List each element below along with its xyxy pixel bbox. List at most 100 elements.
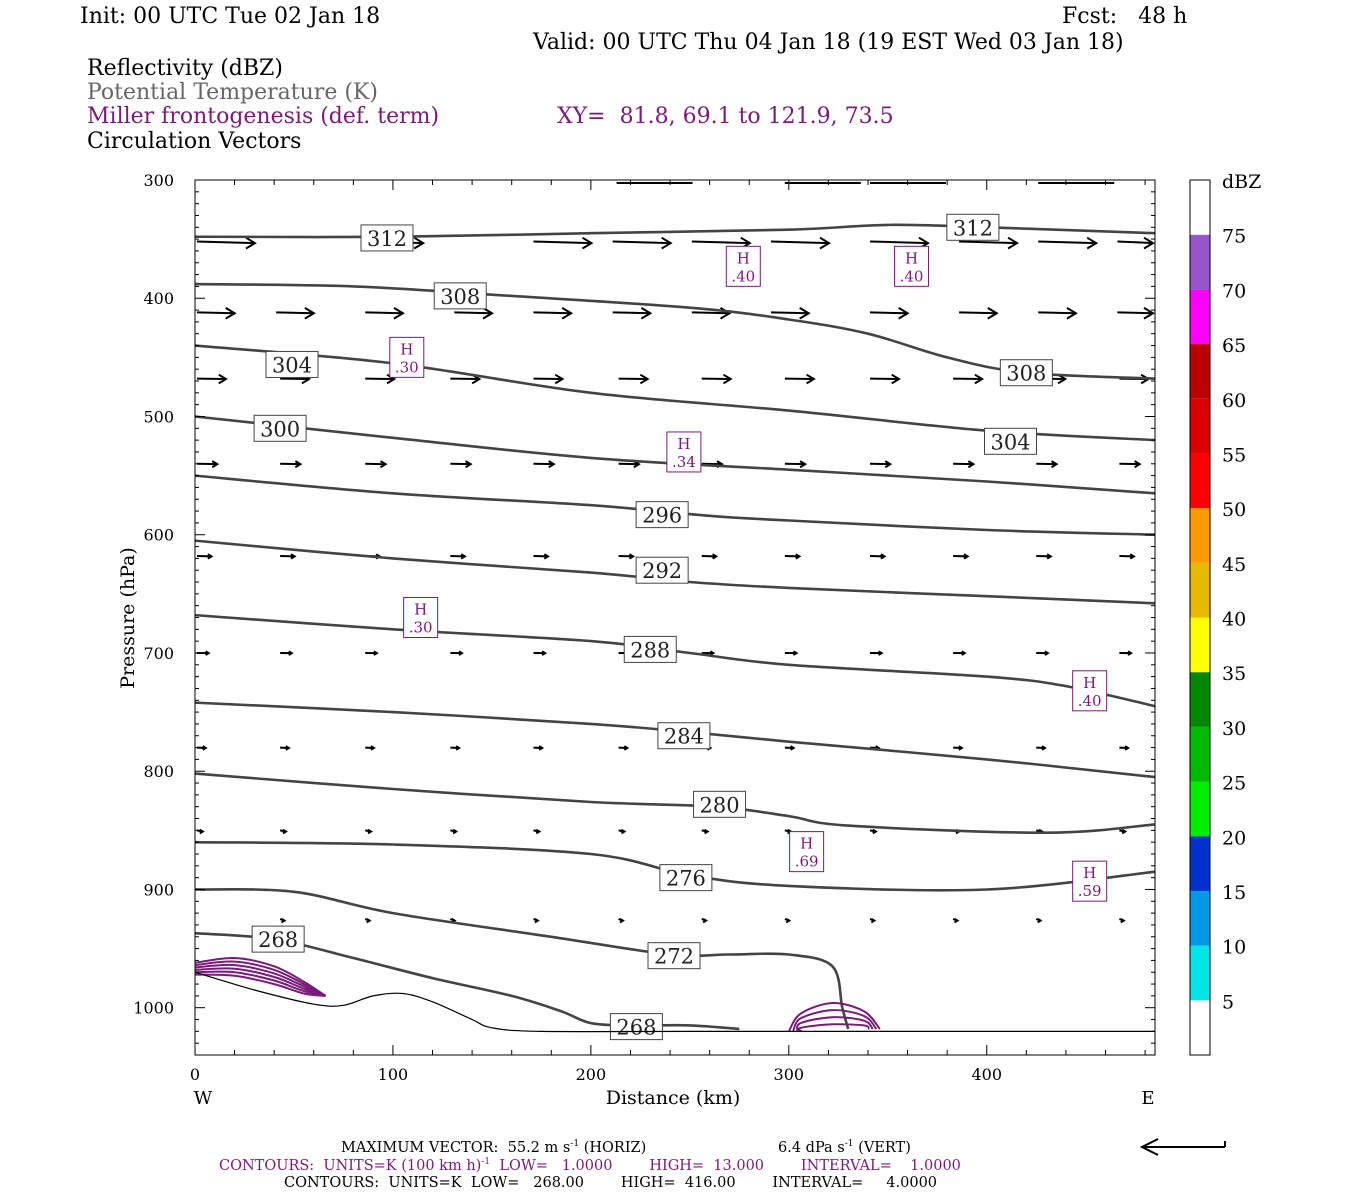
theta-contour-292 <box>194 539 1156 605</box>
circulation-vector <box>784 373 816 385</box>
circulation-vector <box>279 828 288 835</box>
frontogenesis-contour <box>194 973 326 997</box>
colorbar-unit: dBZ <box>1222 171 1261 193</box>
high-marker-value: .30 <box>409 619 433 637</box>
frontogenesis-contour <box>194 956 327 997</box>
circulation-vector <box>784 460 808 469</box>
colorbar-tick-label: 5 <box>1222 991 1234 1013</box>
x-tick-label: 300 <box>774 1065 805 1084</box>
high-marker-value: .40 <box>731 267 755 285</box>
theta-label-box <box>984 427 1038 455</box>
circulation-vector <box>533 828 542 835</box>
theta-label-box <box>609 1013 663 1041</box>
circulation-vector <box>1035 917 1043 924</box>
circulation-vector <box>1117 236 1155 250</box>
circulation-vector <box>959 236 1019 250</box>
high-marker-value: .40 <box>1078 692 1102 710</box>
theta-label-box <box>999 359 1053 387</box>
theta-label: 268 <box>258 928 298 952</box>
theta-label-box <box>647 942 701 970</box>
x-end-west: W <box>194 1088 213 1109</box>
y-tick-label: 800 <box>143 762 174 781</box>
frontogenesis-contour <box>194 970 326 997</box>
axes: 300 400 500 600 700 800 900 1000 0 100 200 300 400 <box>133 171 1156 1084</box>
plot-frame <box>194 179 1156 1056</box>
frontogenesis-highs: H.40H.40H.30H.34H.30H.40H.69H.59 <box>389 245 1108 902</box>
circulation-vector <box>1036 650 1050 656</box>
theta-label-box <box>433 282 487 310</box>
circulation-vector <box>612 236 673 250</box>
theta-label-box <box>360 224 414 252</box>
circulation-vector <box>953 745 964 751</box>
circulation-vector <box>450 745 462 751</box>
field-theta: Potential Temperature (K) <box>87 80 378 105</box>
theta-label-box <box>659 864 713 892</box>
theta-contour-312 <box>194 223 1156 239</box>
colorbar-swatch <box>1190 726 1210 782</box>
colorbar-tick-label: 30 <box>1222 718 1246 740</box>
high-marker-value: .34 <box>672 453 696 471</box>
circulation-vector <box>533 306 574 320</box>
theta-label: 308 <box>1006 362 1046 386</box>
high-marker-value: .59 <box>1078 882 1102 900</box>
circulation-vector <box>196 460 220 469</box>
x-tick-label: 0 <box>190 1065 200 1084</box>
frontogenesis-contours <box>194 956 881 1033</box>
colorbar-swatch <box>1190 945 1210 1001</box>
circulation-vector <box>770 236 831 250</box>
colorbar-tick-label: 35 <box>1222 663 1246 685</box>
circulation-vector <box>701 828 710 835</box>
colorbar-tick-label: 75 <box>1222 226 1246 248</box>
circulation-vector <box>869 917 877 924</box>
circulation-vector <box>1119 553 1136 560</box>
high-marker-letter: H <box>1083 674 1096 692</box>
circulation-vector <box>784 745 796 751</box>
circulation-vector <box>869 460 893 469</box>
colorbar-tick-label: 70 <box>1222 280 1246 302</box>
circulation-vector <box>365 460 388 469</box>
circulation-vector <box>701 650 716 656</box>
theta-label-box <box>265 350 319 378</box>
colorbar-swatch <box>1190 180 1210 235</box>
theta-label-box <box>635 556 689 584</box>
theta-contour-296 <box>194 474 1156 536</box>
colorbar-tick-label: 10 <box>1222 937 1246 959</box>
colorbar-swatch <box>1190 289 1210 345</box>
colorbar-tick-label: 65 <box>1222 335 1246 357</box>
circulation-vector <box>280 460 303 469</box>
colorbar-swatch <box>1190 562 1210 618</box>
colorbar-tick-label: 45 <box>1222 554 1246 576</box>
circulation-vector <box>196 373 228 385</box>
circulation-vector <box>701 553 719 560</box>
circulation-vector <box>784 553 802 560</box>
circulation-vector <box>869 828 878 835</box>
circulation-vector <box>1036 553 1053 560</box>
colorbar-swatch <box>1190 398 1210 454</box>
circulation-vector <box>869 553 887 560</box>
theta-label: 296 <box>642 504 682 528</box>
colorbar-swatch <box>1190 344 1210 399</box>
circulation-vector <box>1119 828 1128 835</box>
high-marker-value: .30 <box>395 358 419 376</box>
high-marker-box <box>725 245 761 287</box>
theta-label: 300 <box>260 417 300 441</box>
circulation-vector <box>533 236 594 250</box>
colorbar-tick-label: 25 <box>1222 773 1246 795</box>
theta-label: 268 <box>616 1016 656 1040</box>
circulation-vector <box>953 650 967 656</box>
high-marker-letter: H <box>1083 864 1096 882</box>
theta-label: 292 <box>642 559 682 583</box>
circulation-vector <box>701 917 709 924</box>
frontogenesis-contour <box>194 963 327 997</box>
forecast-hour: Fcst: 48 h <box>1062 4 1188 29</box>
y-tick-label: 500 <box>143 407 174 426</box>
colorbar-tick-label: 20 <box>1222 827 1246 849</box>
circulation-vector <box>618 917 625 924</box>
circulation-vector <box>770 306 811 320</box>
x-tick-label: 400 <box>971 1065 1002 1084</box>
frontogenesis-contour <box>792 1009 878 1032</box>
circulation-vector <box>450 828 459 835</box>
circulation-vector <box>364 917 372 924</box>
colorbar-frame <box>1189 179 1211 1056</box>
